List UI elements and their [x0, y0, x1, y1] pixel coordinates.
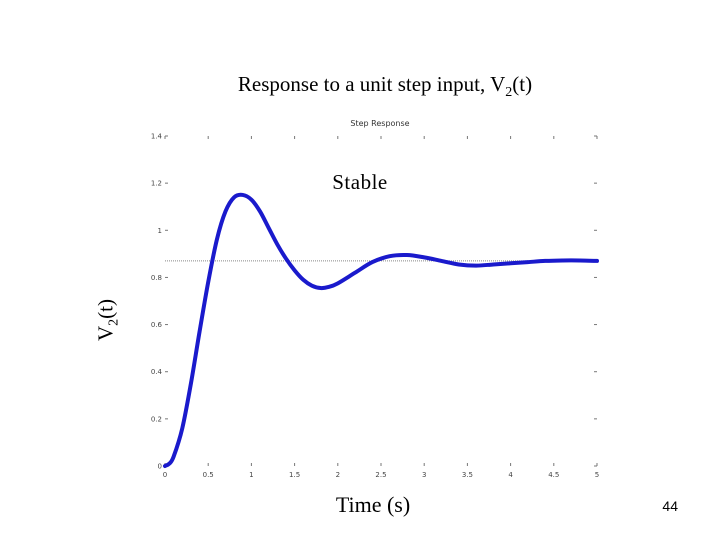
y-tick-label: 0.4: [151, 368, 163, 376]
stable-annotation: Stable: [332, 170, 388, 194]
x-tick-label: 0: [163, 471, 167, 479]
plot-title: Step Response: [350, 119, 410, 128]
y-tick-label: 1.4: [151, 133, 163, 141]
x-tick-label: 0.5: [203, 471, 214, 479]
x-tick-label: 5: [595, 471, 599, 479]
x-tick-label: 3: [422, 471, 426, 479]
slide-title: Response to a unit step input, V2(t): [237, 72, 533, 101]
x-axis-label: Time (s): [335, 492, 411, 517]
y-tick-label: 1.2: [151, 180, 162, 188]
y-tick-label: 0.6: [151, 321, 163, 329]
x-tick-label: 4.5: [548, 471, 559, 479]
response-curve: [163, 192, 599, 468]
x-tick-label: 3.5: [462, 471, 473, 479]
y-tick-label: 0.2: [151, 415, 162, 423]
y-tick-label: 1: [158, 227, 162, 235]
page-number: 44: [662, 498, 678, 514]
x-tick-label: 2.5: [375, 471, 386, 479]
y-axis-label: V2(t): [93, 299, 122, 341]
x-tick-label: 4: [508, 471, 513, 479]
x-tick-label: 1: [249, 471, 253, 479]
y-tick-label: 0.8: [151, 274, 162, 282]
y-tick-label: 0: [158, 463, 162, 471]
x-tick-label: 2: [336, 471, 340, 479]
x-tick-label: 1.5: [289, 471, 300, 479]
